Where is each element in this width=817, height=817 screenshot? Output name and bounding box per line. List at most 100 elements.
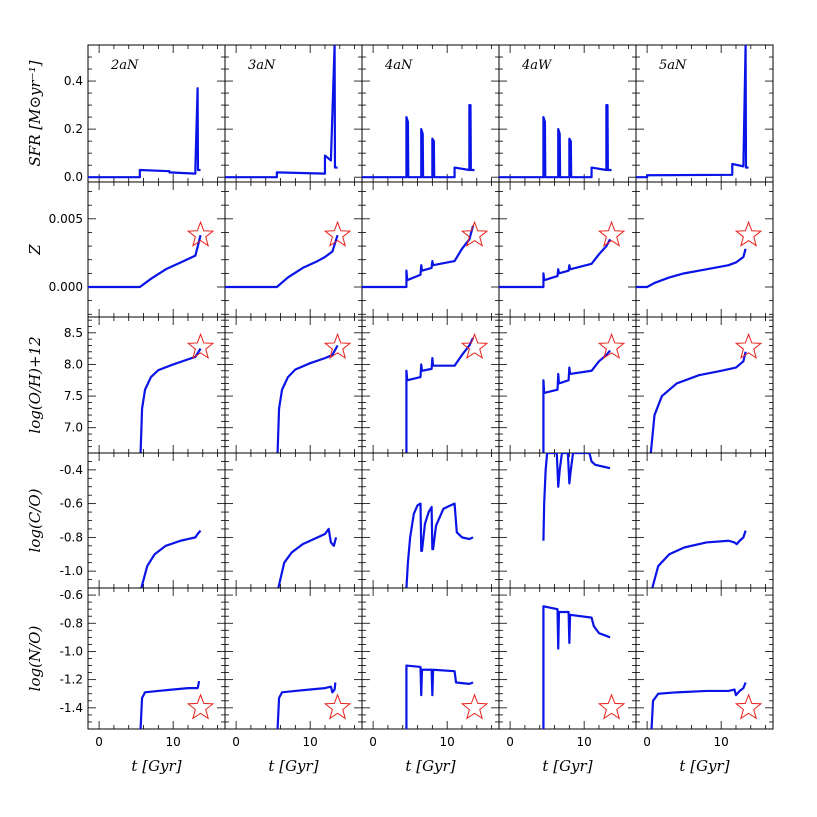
y-tick-label: 8.0	[64, 357, 83, 371]
y-tick-label: -0.4	[60, 463, 83, 477]
panel-title-4aW: 4aW	[521, 58, 553, 73]
panel-frame	[224, 316, 363, 454]
panel-5aN-co	[635, 452, 774, 589]
panel-5aN-sfr: 5aN	[635, 44, 774, 183]
panel-frame	[498, 181, 637, 318]
x-tick-label: 0	[643, 735, 651, 749]
panel-5aN-z	[635, 181, 774, 318]
observed-star-marker	[323, 220, 352, 247]
observed-star-marker	[460, 693, 489, 720]
observed-star-marker	[323, 332, 352, 360]
panel-frame	[224, 587, 363, 730]
series-line-4aN-oh	[405, 337, 475, 453]
series-line-3aN-no	[276, 682, 337, 729]
panel-4aW-sfr: 4aW	[498, 44, 637, 183]
series-line-3aN-oh	[276, 344, 339, 453]
y-axis-label-no: log(N/O)	[26, 626, 44, 692]
x-axis-label: t [Gyr]	[268, 757, 318, 775]
y-tick-label: 7.5	[64, 389, 83, 403]
panel-frame	[87, 44, 226, 183]
y-tick-label: 0.4	[64, 74, 83, 88]
series-line-2aN-co	[140, 529, 202, 588]
panel-frame	[498, 316, 637, 454]
panel-frame	[635, 44, 774, 183]
y-tick-label: -1.2	[60, 673, 83, 687]
panel-4aN-z	[361, 181, 500, 318]
panel-frame	[224, 181, 363, 318]
y-tick-label: -1.0	[60, 564, 83, 578]
series-line-5aN-no	[650, 682, 747, 729]
panel-4aW-oh	[498, 316, 637, 454]
x-tick-label: 0	[95, 735, 103, 749]
observed-star-marker	[734, 693, 763, 720]
y-tick-label: 0.000	[49, 280, 83, 294]
series-line-2aN-sfr	[88, 87, 201, 179]
panel-5aN-no: 0 10	[635, 587, 774, 749]
panel-2aN-z: 0.000 0.005	[49, 181, 226, 318]
observed-star-marker	[734, 332, 763, 360]
panel-frame	[87, 316, 226, 454]
x-tick-label: 10	[714, 735, 729, 749]
panel-3aN-oh	[224, 316, 363, 454]
observed-star-marker	[186, 220, 215, 247]
panel-2aN-oh: 7.0 7.5 8.0 8.5	[64, 316, 226, 454]
panel-3aN-z	[224, 181, 363, 318]
panel-frame	[224, 44, 363, 183]
panel-title-4aN: 4aN	[384, 58, 413, 73]
y-tick-label: -1.0	[60, 644, 83, 658]
observed-star-marker	[734, 220, 763, 247]
panel-frame	[361, 44, 500, 183]
panel-frame	[635, 181, 774, 318]
x-tick-label: 10	[303, 735, 318, 749]
observed-star-marker	[186, 693, 215, 720]
series-line-4aN-z	[362, 225, 475, 289]
panel-4aN-oh	[361, 316, 500, 454]
panel-frame	[635, 452, 774, 589]
series-line-5aN-co	[651, 530, 747, 588]
y-tick-label: 7.0	[64, 421, 83, 435]
series-line-4aN-co	[405, 502, 474, 588]
x-tick-label: 0	[369, 735, 377, 749]
y-tick-label: 0.0	[64, 170, 83, 184]
series-line-4aW-z	[499, 238, 612, 289]
observed-star-marker	[597, 220, 626, 247]
series-line-2aN-oh	[139, 348, 202, 453]
y-tick-label: -0.8	[60, 616, 83, 630]
series-line-5aN-oh	[649, 351, 747, 453]
x-tick-label: 10	[166, 735, 181, 749]
series-line-4aW-co	[542, 453, 611, 541]
observed-star-marker	[186, 332, 215, 360]
x-tick-label: 10	[577, 735, 592, 749]
panel-3aN-sfr: 3aN	[224, 44, 363, 183]
series-line-4aW-no	[542, 605, 611, 729]
x-tick-label: 0	[232, 735, 240, 749]
panel-4aW-z	[498, 181, 637, 318]
series-line-4aN-sfr	[362, 103, 475, 179]
y-tick-label: 0.005	[49, 212, 83, 226]
panel-frame	[498, 587, 637, 730]
series-line-3aN-co	[277, 527, 338, 588]
panel-3aN-co	[224, 452, 363, 589]
x-tick-label: 0	[506, 735, 514, 749]
series-line-3aN-sfr	[225, 45, 338, 179]
panel-frame	[361, 587, 500, 730]
x-axis-label: t [Gyr]	[405, 757, 455, 775]
panel-title-5aN: 5aN	[659, 58, 687, 73]
panel-frame	[498, 452, 637, 589]
series-line-4aW-sfr	[499, 103, 612, 179]
x-axis-label: t [Gyr]	[679, 757, 729, 775]
panel-title-2aN: 2aN	[110, 58, 139, 73]
observed-star-marker	[460, 332, 489, 360]
observed-star-marker	[323, 693, 352, 720]
panel-2aN-no: 0 10 -1.4 -1.2 -1.0 -0.8 -0.6	[60, 587, 226, 749]
observed-star-marker	[460, 220, 489, 247]
series-line-2aN-z	[88, 234, 202, 289]
panel-title-3aN: 3aN	[248, 58, 276, 73]
panel-2aN-sfr: 2aN 0.0 0.2 0.4	[64, 44, 226, 184]
y-axis-label-z: Z	[26, 244, 44, 256]
panel-frame	[498, 44, 637, 183]
y-tick-label: -0.6	[60, 588, 83, 602]
panel-2aN-co: -1.0 -0.8 -0.6 -0.4	[60, 452, 226, 589]
panel-frame	[635, 587, 774, 730]
series-line-4aN-no	[405, 664, 474, 729]
